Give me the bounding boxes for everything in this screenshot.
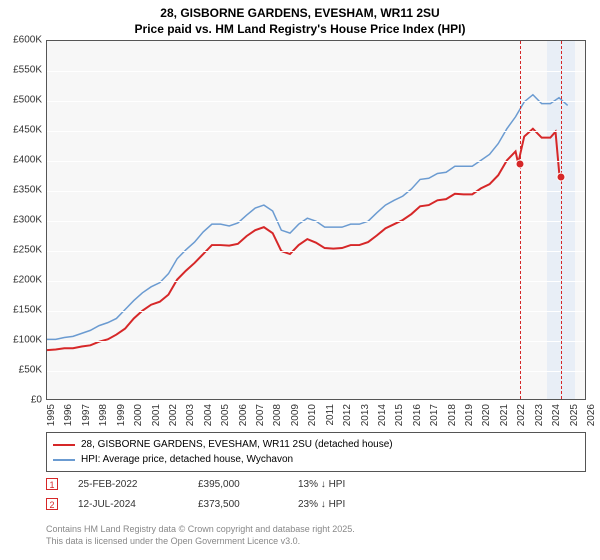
chart-plot-area: 12 <box>46 40 586 400</box>
page-container: 28, GISBORNE GARDENS, EVESHAM, WR11 2SU … <box>0 0 600 560</box>
xtick-label: 2003 <box>185 404 196 434</box>
ytick-label: £300K <box>2 215 42 226</box>
xtick-label: 2019 <box>464 404 475 434</box>
xtick-label: 2005 <box>220 404 231 434</box>
xtick-label: 2004 <box>203 404 214 434</box>
xtick-label: 2000 <box>133 404 144 434</box>
xtick-label: 1998 <box>98 404 109 434</box>
legend-item: HPI: Average price, detached house, Wych… <box>53 452 579 467</box>
ytick-label: £250K <box>2 245 42 256</box>
ytick-label: £550K <box>2 65 42 76</box>
xtick-label: 2013 <box>360 404 371 434</box>
chart-title: 28, GISBORNE GARDENS, EVESHAM, WR11 2SU … <box>0 0 600 37</box>
row-marker: 1 <box>46 478 58 490</box>
ytick-label: £450K <box>2 125 42 136</box>
xtick-label: 2014 <box>377 404 388 434</box>
legend-swatch <box>53 459 75 461</box>
transaction-table: 1 25-FEB-2022 £395,000 13% ↓ HPI 2 12-JUL-202… <box>46 474 398 514</box>
marker-point <box>557 172 566 181</box>
row-marker: 2 <box>46 498 58 510</box>
chart-legend: 28, GISBORNE GARDENS, EVESHAM, WR11 2SU … <box>46 432 586 472</box>
xtick-label: 2007 <box>255 404 266 434</box>
xtick-label: 2022 <box>516 404 527 434</box>
xtick-label: 2026 <box>586 404 597 434</box>
ytick-label: £600K <box>2 35 42 46</box>
footer-copyright: Contains HM Land Registry data © Crown c… <box>46 524 355 534</box>
xtick-label: 1996 <box>63 404 74 434</box>
xtick-label: 1995 <box>46 404 57 434</box>
table-row: 2 12-JUL-2024 £373,500 23% ↓ HPI <box>46 494 398 514</box>
row-pct: 13% ↓ HPI <box>298 479 398 490</box>
title-line1: 28, GISBORNE GARDENS, EVESHAM, WR11 2SU <box>0 6 600 22</box>
xtick-label: 2008 <box>272 404 283 434</box>
legend-label: 28, GISBORNE GARDENS, EVESHAM, WR11 2SU … <box>81 437 393 452</box>
ytick-label: £350K <box>2 185 42 196</box>
chart-lines <box>47 41 585 399</box>
xtick-label: 2011 <box>325 404 336 434</box>
ytick-label: £150K <box>2 305 42 316</box>
xtick-label: 2021 <box>499 404 510 434</box>
row-date: 12-JUL-2024 <box>78 499 178 510</box>
ytick-label: £500K <box>2 95 42 106</box>
xtick-label: 2015 <box>394 404 405 434</box>
row-pct: 23% ↓ HPI <box>298 499 398 510</box>
ytick-label: £0 <box>2 395 42 406</box>
title-line2: Price paid vs. HM Land Registry's House … <box>0 22 600 38</box>
ytick-label: £100K <box>2 335 42 346</box>
xtick-label: 1999 <box>116 404 127 434</box>
ytick-label: £200K <box>2 275 42 286</box>
legend-label: HPI: Average price, detached house, Wych… <box>81 452 293 467</box>
xtick-label: 2020 <box>481 404 492 434</box>
ytick-label: £50K <box>2 365 42 376</box>
row-date: 25-FEB-2022 <box>78 479 178 490</box>
marker-point <box>515 160 524 169</box>
xtick-label: 2023 <box>534 404 545 434</box>
row-price: £395,000 <box>198 479 278 490</box>
xtick-label: 2009 <box>290 404 301 434</box>
xtick-label: 1997 <box>81 404 92 434</box>
footer-licence: This data is licensed under the Open Gov… <box>46 536 300 546</box>
row-price: £373,500 <box>198 499 278 510</box>
legend-item: 28, GISBORNE GARDENS, EVESHAM, WR11 2SU … <box>53 437 579 452</box>
xtick-label: 2024 <box>551 404 562 434</box>
marker-line <box>561 41 562 399</box>
xtick-label: 2010 <box>307 404 318 434</box>
xtick-label: 2017 <box>429 404 440 434</box>
xtick-label: 2012 <box>342 404 353 434</box>
legend-swatch <box>53 444 75 446</box>
xtick-label: 2001 <box>151 404 162 434</box>
marker-line <box>520 41 521 399</box>
xtick-label: 2016 <box>412 404 423 434</box>
xtick-label: 2018 <box>447 404 458 434</box>
table-row: 1 25-FEB-2022 £395,000 13% ↓ HPI <box>46 474 398 494</box>
xtick-label: 2002 <box>168 404 179 434</box>
ytick-label: £400K <box>2 155 42 166</box>
xtick-label: 2006 <box>238 404 249 434</box>
xtick-label: 2025 <box>569 404 580 434</box>
